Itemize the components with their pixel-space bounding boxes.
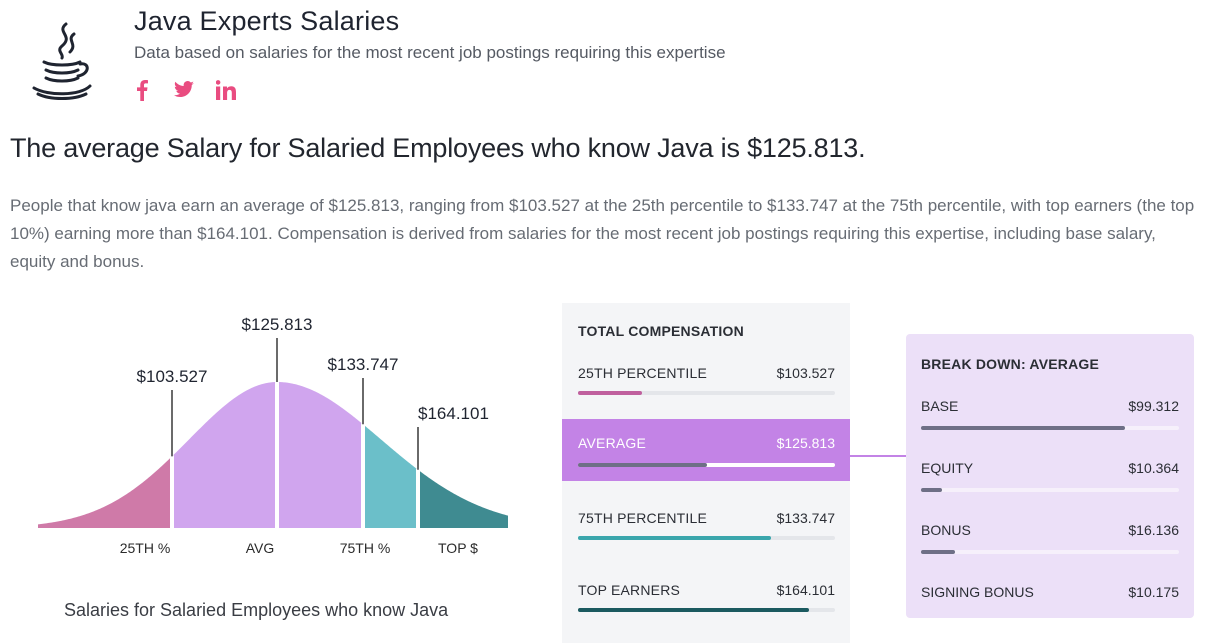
java-coffee-cup-icon [32, 22, 92, 100]
row-value: $10.364 [1128, 460, 1179, 476]
marker-value-label: $133.747 [328, 355, 399, 374]
headline: The average Salary for Salaried Employee… [10, 133, 866, 163]
progress-fill [921, 426, 1125, 430]
axis-label: TOP $ [438, 540, 478, 556]
facebook-icon[interactable] [130, 78, 154, 102]
row-75th-percentile[interactable]: 75TH PERCENTILE $133.747 [562, 494, 850, 556]
row-value: $133.747 [776, 510, 835, 526]
progress-track [578, 608, 835, 612]
social-links [130, 78, 238, 102]
row-label: EQUITY [921, 460, 974, 476]
row-label: 75TH PERCENTILE [578, 510, 708, 526]
progress-track [921, 426, 1179, 430]
distribution-segment [277, 382, 363, 528]
progress-track [578, 463, 835, 467]
progress-track [578, 391, 835, 395]
row-value: $99.312 [1128, 398, 1179, 414]
twitter-icon[interactable] [172, 78, 196, 102]
summary-paragraph: People that know java earn an average of… [10, 196, 1195, 271]
row-value: $16.136 [1128, 522, 1179, 538]
row-label: BONUS [921, 522, 971, 538]
axis-label: 25TH % [120, 540, 171, 556]
row-label: TOP EARNERS [578, 582, 681, 598]
marker-value-label: $125.813 [242, 315, 313, 334]
breakdown-row-signing-bonus: SIGNING BONUS $10.175 [906, 584, 1194, 634]
distribution-segment [418, 469, 508, 528]
progress-fill [578, 536, 771, 540]
connector-line [850, 455, 907, 457]
row-top-earners[interactable]: TOP EARNERS $164.101 [562, 566, 850, 628]
distribution-svg: $103.527 25TH % $125.813 AVG $133.747 75TH % $… [38, 315, 508, 556]
marker-value-label: $103.527 [137, 367, 208, 386]
total-compensation-title: TOTAL COMPENSATION [578, 323, 744, 339]
row-value: $103.527 [776, 365, 835, 381]
page-title: Java Experts Salaries [134, 6, 400, 36]
page-subtitle: Data based on salaries for the most rece… [134, 43, 726, 62]
row-label: 25TH PERCENTILE [578, 365, 708, 381]
breakdown-row-base: BASE $99.312 [906, 398, 1194, 448]
axis-label: AVG [246, 540, 275, 556]
linkedin-icon[interactable] [214, 78, 238, 102]
row-value: $125.813 [776, 435, 835, 451]
row-25th-percentile[interactable]: 25TH PERCENTILE $103.527 [562, 349, 850, 411]
total-compensation-panel: TOTAL COMPENSATION 25TH PERCENTILE $103.… [562, 303, 850, 643]
breakdown-row-equity: EQUITY $10.364 [906, 460, 1194, 510]
breakdown-row-bonus: BONUS $16.136 [906, 522, 1194, 572]
progress-track [578, 536, 835, 540]
row-value: $10.175 [1128, 584, 1179, 600]
progress-fill [921, 488, 942, 492]
chart-caption: Salaries for Salaried Employees who know… [64, 600, 449, 620]
row-label: AVERAGE [578, 435, 647, 451]
distribution-segment [172, 382, 277, 528]
progress-fill [578, 391, 643, 395]
salary-distribution-chart: $103.527 25TH % $125.813 AVG $133.747 75TH % $… [30, 300, 520, 560]
breakdown-panel: BREAK DOWN: AVERAGE BASE $99.312 EQUITY … [906, 334, 1194, 618]
distribution-segment [363, 424, 418, 528]
marker-value-label: $164.101 [418, 404, 489, 423]
progress-track [921, 488, 1179, 492]
axis-label: 75TH % [340, 540, 391, 556]
row-value: $164.101 [776, 582, 835, 598]
progress-track [921, 550, 1179, 554]
row-label: BASE [921, 398, 959, 414]
row-average[interactable]: AVERAGE $125.813 [562, 419, 850, 481]
breakdown-title: BREAK DOWN: AVERAGE [921, 356, 1100, 372]
progress-fill [921, 550, 955, 554]
progress-fill [578, 463, 707, 467]
distribution-segment [38, 456, 172, 528]
progress-fill [578, 608, 810, 612]
row-label: SIGNING BONUS [921, 584, 1034, 600]
